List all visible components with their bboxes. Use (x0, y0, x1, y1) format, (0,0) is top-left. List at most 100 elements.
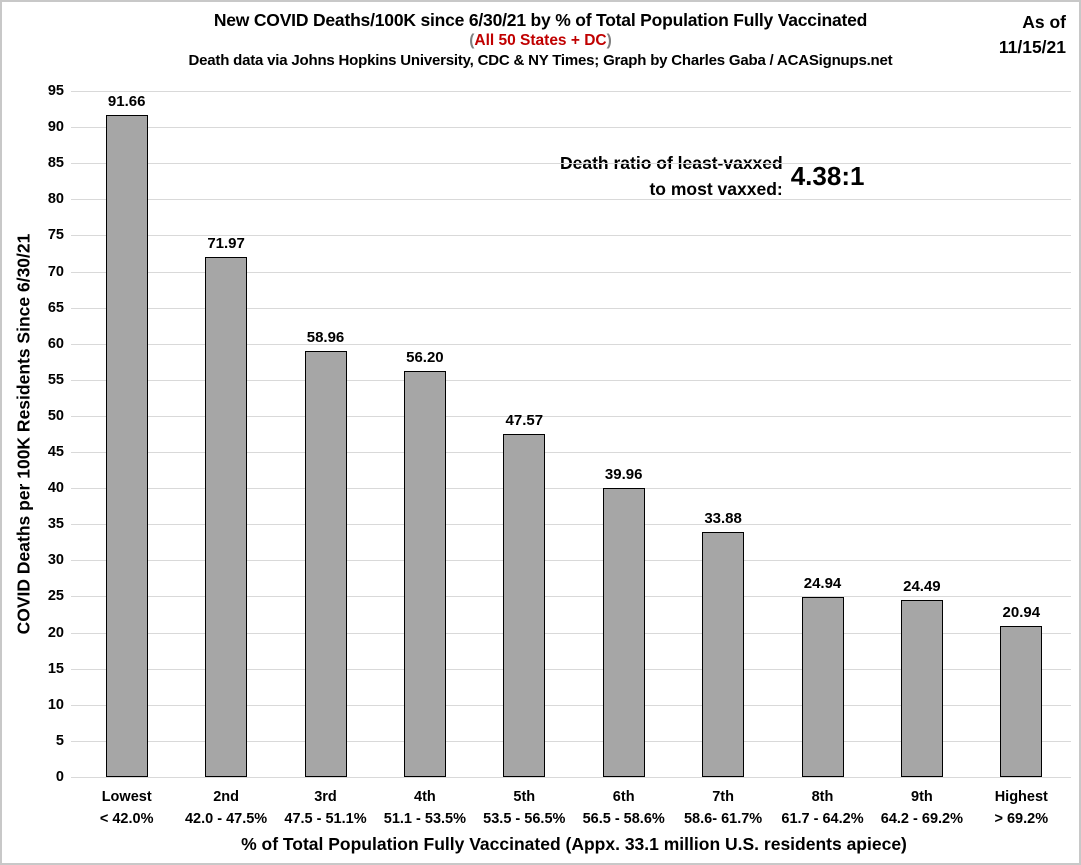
gridline-95 (71, 91, 1071, 92)
bar-2nd (205, 257, 248, 777)
y-tick-label-85: 85 (47, 155, 64, 172)
chart-subtitle: (All 50 States + DC) (2, 32, 1079, 50)
gridline-35 (71, 524, 1071, 526)
y-tick-label-25: 25 (47, 588, 64, 605)
y-tick-label-10: 10 (47, 696, 64, 713)
bar-4th (403, 371, 446, 777)
bar-3rd (304, 351, 347, 777)
bar-value-label: 58.96 (306, 329, 345, 347)
x-category-label: 3rd 47.5 - 51.1% (284, 786, 366, 831)
bar-6th (602, 488, 645, 777)
chart-title: New COVID Deaths/100K since 6/30/21 by %… (213, 10, 868, 30)
gridline-40 (71, 488, 1071, 490)
x-category-name: 6th (612, 789, 635, 805)
x-category-range: > 69.2% (994, 811, 1049, 828)
death-ratio-label: Death ratio of least-vaxxed to most vaxx… (560, 150, 783, 203)
bar-highest (1000, 625, 1043, 777)
bar-value-label: 47.57 (505, 411, 544, 429)
x-category-label: Highest > 69.2% (994, 786, 1048, 831)
y-tick-label-75: 75 (47, 227, 64, 244)
x-axis-title: % of Total Population Fully Vaccinated (… (241, 834, 907, 854)
bar-value-label: 71.97 (207, 235, 245, 253)
x-category-name: 7th (712, 789, 734, 805)
x-category-name: 3rd (314, 789, 337, 805)
gridline-25 (71, 596, 1071, 598)
x-category-label: 4th 51.1 - 53.5% (384, 786, 466, 831)
death-ratio-label-line2: to most vaxxed: (649, 179, 783, 200)
bar-9th (900, 600, 943, 777)
gridline-30 (71, 560, 1071, 562)
y-axis-title: COVID Deaths per 100K Residents Since 6/… (13, 233, 34, 635)
x-category-range: 51.1 - 53.5% (383, 811, 467, 828)
x-category-name: 8th (811, 789, 834, 805)
bar-7th (702, 532, 745, 777)
x-category-name: Highest (994, 789, 1048, 805)
bar-value-label: 33.88 (704, 510, 742, 528)
gridline-80 (71, 199, 1071, 201)
bar-lowest (105, 115, 148, 777)
gridline-5 (71, 740, 1071, 742)
credit-line: Death data via Johns Hopkins University,… (188, 52, 893, 69)
x-category-range: < 42.0% (99, 811, 154, 828)
bar-value-label: 20.94 (1002, 603, 1041, 621)
plot-area: 0 5 10 15 20 25 30 35 40 45 50 55 60 65 70 75 80 85 90 95 91… (48, 83, 1071, 827)
x-category-name: Lowest (101, 789, 152, 805)
x-category-range: 47.5 - 51.1% (284, 811, 367, 828)
death-ratio-label-line1: Death ratio of least-vaxxed (560, 153, 783, 173)
gridline-90 (71, 127, 1071, 129)
y-tick-label-0: 0 (55, 769, 64, 785)
bar-value-label: 91.66 (107, 93, 146, 111)
y-tick-label-70: 70 (47, 263, 64, 280)
y-tick-label-65: 65 (47, 299, 64, 316)
y-tick-label-35: 35 (47, 516, 64, 533)
x-category-range: 58.6- 61.7% (683, 811, 763, 828)
x-category-name: 2nd (213, 789, 239, 805)
y-tick-label-45: 45 (47, 444, 64, 461)
bar-8th (801, 596, 844, 777)
y-tick-label-50: 50 (47, 407, 64, 424)
y-tick-label-15: 15 (47, 660, 64, 677)
gridline-20 (71, 632, 1071, 634)
y-tick-label-80: 80 (47, 191, 64, 208)
bar-value-label: 24.94 (803, 574, 842, 592)
bar-value-label: 56.20 (406, 349, 444, 367)
x-category-label: 2nd 42.0 - 47.5% (185, 786, 267, 831)
death-ratio-value: 4.38:1 (790, 160, 865, 191)
as-of-label: As of (1022, 12, 1066, 32)
bar-value-label: 39.96 (604, 466, 643, 484)
y-tick-label-20: 20 (47, 624, 64, 641)
y-tick-label-5: 5 (55, 732, 64, 749)
x-category-range: 53.5 - 56.5% (483, 811, 566, 828)
y-tick-label-40: 40 (47, 480, 64, 497)
y-tick-label-30: 30 (47, 552, 64, 569)
death-ratio-annotation: Death ratio of least-vaxxed to most vaxx… (560, 150, 864, 203)
gridline-60 (71, 343, 1071, 345)
x-category-name: 5th (513, 789, 536, 805)
gridline-0 (71, 777, 1071, 778)
subtitle-paren-open: ( (469, 32, 475, 49)
subtitle-text: All 50 States + DC (474, 32, 607, 49)
as-of-date: As of 11/15/21 (999, 10, 1066, 61)
as-of-value: 11/15/21 (998, 37, 1066, 58)
x-category-label: 7th 58.6- 61.7% (684, 786, 762, 831)
y-tick-label-60: 60 (47, 335, 64, 352)
x-category-range: 64.2 - 69.2% (880, 811, 964, 828)
y-tick-label-55: 55 (47, 371, 64, 388)
x-category-label: 5th 53.5 - 56.5% (483, 786, 565, 831)
x-category-label: Lowest < 42.0% (100, 786, 154, 831)
gridline-45 (71, 452, 1071, 454)
bar-value-label: 24.49 (903, 578, 941, 596)
x-category-range: 61.7 - 64.2% (781, 811, 864, 828)
gridline-70 (71, 271, 1071, 273)
x-category-name: 9th (911, 789, 933, 805)
bar-5th (503, 433, 546, 777)
x-category-label: 6th 56.5 - 58.6% (583, 786, 665, 831)
gridline-65 (71, 307, 1071, 309)
x-category-range: 56.5 - 58.6% (582, 811, 665, 828)
x-category-label: 8th 61.7 - 64.2% (781, 786, 863, 831)
gridline-85 (71, 163, 1071, 165)
x-category-label: 9th 64.2 - 69.2% (881, 786, 963, 831)
gridline-55 (71, 379, 1071, 381)
gridline-15 (71, 668, 1071, 670)
